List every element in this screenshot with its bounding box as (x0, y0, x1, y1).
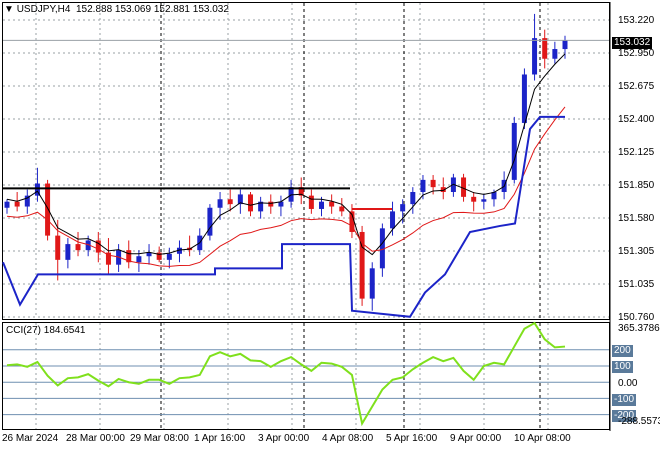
price-tick: 151.580 (618, 213, 655, 224)
candle-body (14, 201, 20, 207)
time-tick: 29 Mar 08:00 (130, 433, 189, 444)
time-tick: 4 Apr 08:00 (322, 433, 374, 444)
candle-body (217, 199, 223, 208)
cci-tick: 365.3786 (618, 323, 660, 334)
time-tick: 9 Apr 00:00 (450, 433, 502, 444)
candle-body (430, 179, 436, 188)
cci-tick: 0.00 (618, 378, 638, 389)
candle-body (471, 196, 477, 202)
candle-body (339, 206, 345, 212)
candle-body (308, 195, 314, 209)
candle-body (410, 192, 416, 205)
candle-body (562, 40, 568, 50)
candle-body (247, 194, 253, 212)
candle-body (75, 244, 81, 251)
price-tick: 152.950 (618, 48, 655, 59)
candle-body (390, 211, 396, 229)
time-tick: 1 Apr 16:00 (194, 433, 246, 444)
candle-body (349, 211, 355, 232)
candle-body (440, 187, 446, 192)
time-tick: 26 Mar 2024 (2, 433, 59, 444)
candle-body (126, 250, 132, 263)
fast-ma-line (6, 53, 566, 256)
cci-level-minus-200: -200 (612, 410, 637, 422)
cci-line (6, 321, 566, 427)
time-tick: 28 Mar 00:00 (66, 433, 125, 444)
candle-body (359, 231, 365, 299)
time-tick: 10 Apr 08:00 (514, 433, 571, 444)
cci-level-100: 100 (612, 361, 633, 373)
candle-body (55, 235, 61, 260)
candle-body (156, 252, 162, 260)
candle-body (329, 201, 335, 207)
cci-level-minus-100: -100 (612, 394, 637, 406)
candle-body (45, 183, 51, 236)
candle-body (95, 240, 101, 253)
candle-body (288, 187, 294, 202)
price-tick: 151.035 (618, 279, 655, 290)
time-tick: 3 Apr 00:00 (258, 433, 310, 444)
candle-body (542, 38, 548, 59)
candle-body (227, 199, 233, 205)
price-tick: 150.760 (618, 312, 655, 323)
candle-body (258, 201, 264, 212)
candle-body (319, 201, 325, 209)
candle-body (298, 187, 304, 196)
price-tick: 152.675 (618, 81, 655, 92)
time-tick: 5 Apr 16:00 (386, 433, 438, 444)
candle-body (4, 201, 10, 208)
cci-level-200: 200 (612, 345, 633, 357)
candle-body (481, 199, 487, 202)
candle-body (136, 256, 142, 263)
cci-label: CCI(27) 184.6541 (6, 325, 86, 336)
price-tick: 152.400 (618, 114, 655, 125)
candle-body (24, 195, 30, 207)
candle-body (552, 49, 558, 59)
candle-body (268, 201, 274, 207)
candle-body (34, 183, 40, 196)
price-tick: 151.305 (618, 246, 655, 257)
candle-body (369, 268, 375, 299)
candle-body (105, 252, 111, 265)
candle-body (532, 38, 538, 75)
slow-ma-line (6, 106, 566, 267)
cci-tick: -288.5573 (618, 416, 660, 427)
candle-body (511, 122, 517, 180)
candle-body (420, 179, 426, 192)
candle-body (491, 192, 497, 200)
candle-body (521, 74, 527, 123)
candle-body (166, 253, 172, 260)
candle-body (85, 240, 91, 251)
candle-body (146, 252, 152, 257)
trailing-stop-line (2, 115, 565, 318)
collapse-triangle-icon[interactable]: ▼ (4, 4, 14, 15)
candle-body (278, 201, 284, 207)
candle-body (379, 228, 385, 269)
current-price-tag: 153.032 (612, 37, 653, 49)
candle-body (237, 194, 243, 205)
candle-body (176, 247, 182, 254)
price-tick: 152.125 (618, 147, 655, 158)
symbol-header: ▼ USDJPY,H4 152.888 153.069 152.881 153.… (4, 4, 229, 15)
price-tick: 151.850 (618, 180, 655, 191)
candle-body (207, 207, 213, 236)
ohlc-readout: 152.888 153.069 152.881 153.032 (75, 4, 229, 15)
candle-body (400, 204, 406, 212)
candle-body (461, 177, 467, 197)
symbol-timeframe: USDJPY,H4 (16, 4, 71, 15)
candle-body (65, 244, 71, 260)
price-tick: 153.220 (618, 15, 655, 26)
